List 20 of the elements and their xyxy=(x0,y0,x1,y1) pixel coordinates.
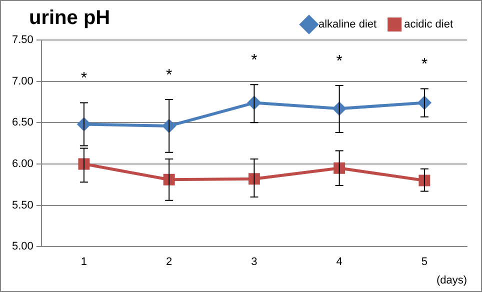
y-tick-label: 7.50 xyxy=(12,34,34,46)
y-tick-label: 5.00 xyxy=(12,240,34,253)
annotation: * xyxy=(336,52,342,70)
annotation: * xyxy=(251,52,258,70)
y-tick-label: 7.00 xyxy=(12,75,34,88)
annotation: * xyxy=(421,56,428,74)
x-tick-label: 4 xyxy=(336,256,342,268)
annotation: * xyxy=(80,70,88,88)
x-tick-label: 2 xyxy=(166,256,172,268)
legend-label: alkaline diet xyxy=(318,18,377,31)
y-tick-label: 5.50 xyxy=(12,199,34,212)
x-axis-title: (days) xyxy=(436,274,467,286)
x-tick-label: 1 xyxy=(80,256,88,268)
legend-label: acidic diet xyxy=(404,18,454,31)
chart-title: urine pH xyxy=(29,7,110,30)
annotation: * xyxy=(166,66,172,84)
x-tick-label: 5 xyxy=(421,256,428,268)
y-tick-label: 6.50 xyxy=(12,116,34,129)
x-tick-label: 3 xyxy=(251,256,258,268)
y-tick-label: 6.00 xyxy=(12,158,34,170)
